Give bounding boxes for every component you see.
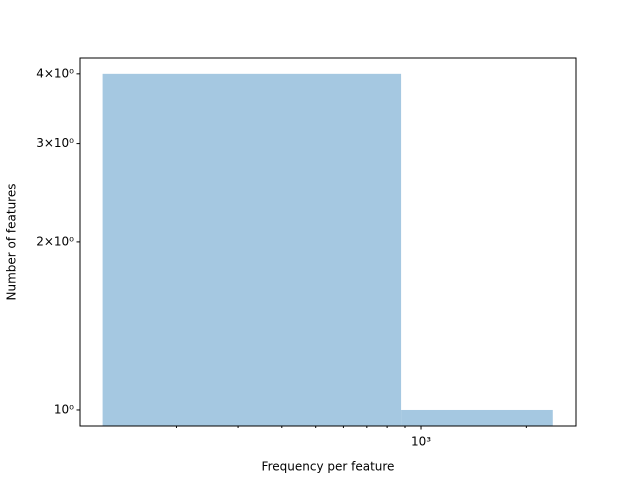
- y-tick-label: 2×10⁰: [36, 234, 74, 248]
- y-tick-label: 10⁰: [54, 402, 74, 416]
- bar: [401, 409, 553, 426]
- y-tick-label: 4×10⁰: [36, 66, 74, 80]
- y-tick-label: 3×10⁰: [36, 136, 74, 150]
- x-axis-label: Frequency per feature: [262, 460, 395, 474]
- bar: [102, 73, 402, 427]
- y-axis-label: Number of features: [5, 184, 19, 301]
- x-tick-label: 10³: [411, 435, 431, 449]
